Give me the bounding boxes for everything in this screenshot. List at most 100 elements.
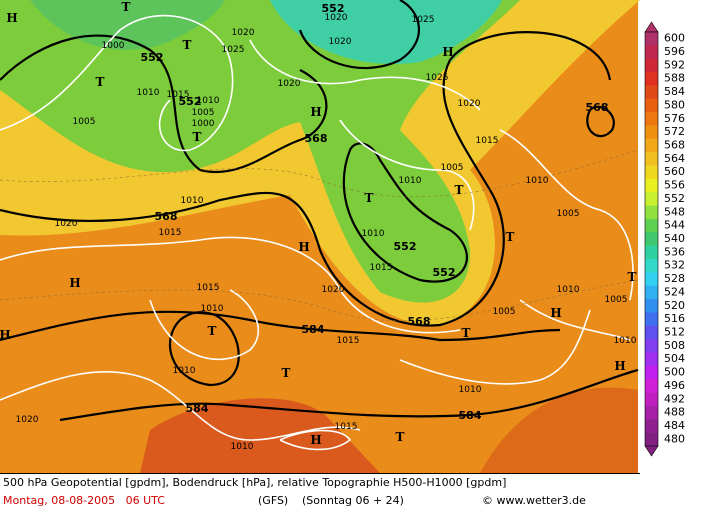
legend-swatch [645,218,658,233]
contour-label: 1015 [337,336,360,346]
legend-swatch [645,72,658,86]
legend-swatch [645,192,658,206]
legend-swatch [645,419,658,433]
legend-label: 504 [664,352,685,365]
legend-swatch [645,299,658,313]
contour-label: 1010 [459,385,482,395]
pressure-center: T [506,230,515,244]
contour-label: 1020 [16,415,39,425]
legend-label: 512 [664,325,685,338]
contour-label: 1015 [335,422,358,432]
contour-label: 1025 [426,73,449,83]
legend-label: 584 [664,85,685,98]
legend-label: 520 [664,299,685,312]
legend-swatch [645,165,658,180]
contour-label: 1005 [73,117,96,127]
pressure-center: T [193,130,202,144]
contour-label: 1005 [493,307,516,317]
legend-swatch [645,365,658,380]
pressure-center: T [462,326,471,340]
contour-label: 584 [302,323,325,336]
contour-label: 552 [322,2,345,15]
pressure-center: T [122,0,131,14]
legend-label: 496 [664,379,685,392]
legend-swatch [645,272,658,287]
contour-label: 1010 [614,336,637,346]
contour-label: 1010 [557,285,580,295]
contour-label: 568 [408,315,431,328]
contour-label: 568 [586,101,609,114]
legend-label: 556 [664,179,685,192]
legend-swatch [645,125,658,140]
legend-swatch [645,392,658,407]
map-background [0,0,640,473]
contour-label: 1015 [167,90,190,100]
contour-label: 1015 [197,283,220,293]
pressure-center: H [6,11,17,25]
legend-swatch [645,245,658,260]
pressure-center: T [282,366,291,380]
caption-description: 500 hPa Geopotential [gpdm], Bodendruck … [3,476,506,489]
contour-label: 1020 [458,99,481,109]
thickness-contours [0,149,639,322]
contour-label: 552 [394,240,417,253]
pressure-contours [0,14,634,451]
legend-label: 580 [664,98,685,111]
contour-label: 584 [186,402,209,415]
pressure-center: T [455,183,464,197]
legend-label: 600 [664,32,685,45]
pressure-center: T [96,75,105,89]
contour-label: 1020 [278,79,301,89]
legend-label: 560 [664,165,685,178]
legend-swatch [645,32,658,46]
pressure-center: T [628,270,637,284]
contour-label: 1005 [557,209,580,219]
contour-label: 1010 [201,304,224,314]
pressure-center: H [614,359,625,373]
legend-label: 536 [664,245,685,258]
caption-model: (GFS) [258,494,288,507]
pressure-center: H [442,45,453,59]
contour-label: 1020 [232,28,255,38]
contour-label: 1015 [159,228,182,238]
contour-label: 1015 [370,263,393,273]
legend-label: 568 [664,139,685,152]
pressure-center: H [69,276,80,290]
caption-credit: © www.wetter3.de [482,494,586,507]
legend-swatch [645,312,658,327]
pressure-center: H [310,105,321,119]
contour-label: 1010 [399,176,422,186]
legend-label: 528 [664,272,685,285]
contour-label: 1010 [231,442,254,452]
legend-label: 492 [664,392,685,405]
legend-label: 508 [664,339,685,352]
legend-swatch [645,205,658,220]
legend-swatch [645,432,658,447]
caption-run: (Sonntag 06 + 24) [302,494,404,507]
contour-label: 1010 [197,96,220,106]
legend-swatch [645,352,658,367]
legend-label: 532 [664,259,685,272]
pressure-center: T [365,191,374,205]
contour-label: 552 [179,95,202,108]
contour-label: 1010 [137,88,160,98]
legend-label: 596 [664,45,685,58]
contour-label: 1000 [192,119,215,129]
legend-swatch [645,138,658,153]
contour-label: 552 [141,51,164,64]
legend-label: 484 [664,419,685,432]
legend-label: 488 [664,406,685,419]
legend-label: 480 [664,432,685,445]
contour-label: 1005 [192,108,215,118]
legend-swatch [645,98,658,113]
legend-label: 540 [664,232,685,245]
legend-swatch [645,405,658,420]
geopotential-contours [0,0,639,422]
contour-label: 1010 [181,196,204,206]
pressure-center: H [298,240,309,254]
legend-label: 516 [664,312,685,325]
legend-swatch [645,45,658,60]
legend-label: 548 [664,205,685,218]
